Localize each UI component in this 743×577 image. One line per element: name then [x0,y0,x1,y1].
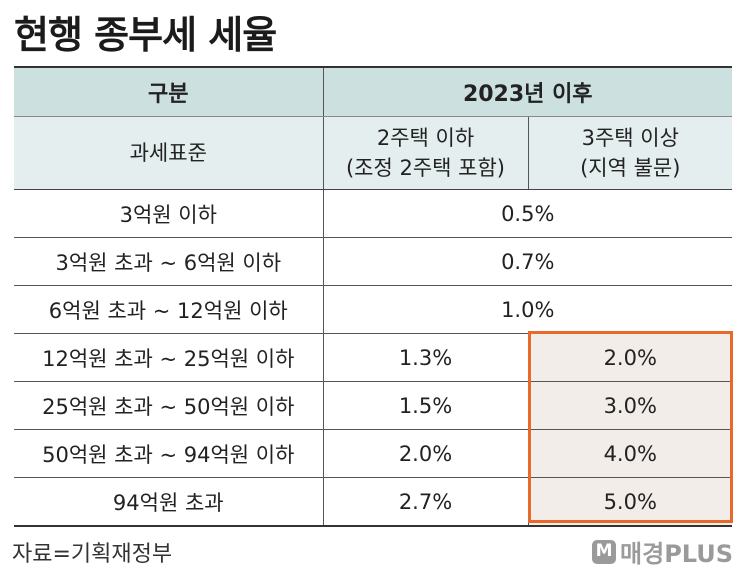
logo-text: 매경PLUS [620,540,733,568]
table-header-row: 구분 2023년 이후 [14,66,732,117]
table-row: 94억원 초과 2.7% 5.0% [14,477,732,527]
subheader-three-plus: 3주택 이상 (지역 불문) [528,116,732,190]
source-note: 자료=기획재정부 [12,542,173,567]
bracket-cell: 94억원 초과 [14,477,324,527]
subheader-two-or-less: 2주택 이하 (조정 2주택 포함) [323,116,529,190]
rate-three-plus-cell: 2.0% [528,333,732,382]
table-row: 50억원 초과 ~ 94억원 이하 2.0% 4.0% [14,429,732,478]
table-row: 12억원 초과 ~ 25억원 이하 1.3% 2.0% [14,333,732,382]
subheader-three-plus-line1: 3주택 이상 [581,126,679,150]
rate-cell: 0.5% [323,189,732,238]
subheader-three-plus-line2: (지역 불문) [580,156,681,180]
bracket-cell: 3억원 초과 ~ 6억원 이하 [14,237,324,286]
rate-two-or-less-cell: 1.3% [323,333,529,382]
table-row: 3억원 초과 ~ 6억원 이하 0.7% [14,237,732,286]
bracket-cell: 25억원 초과 ~ 50억원 이하 [14,381,324,430]
rate-two-or-less-cell: 2.7% [323,477,529,527]
rate-cell: 0.7% [323,237,732,286]
page-title: 현행 종부세 세율 [14,13,277,57]
bracket-cell: 6억원 초과 ~ 12억원 이하 [14,285,324,334]
bracket-cell: 50억원 초과 ~ 94억원 이하 [14,429,324,478]
rate-two-or-less-cell: 2.0% [323,429,529,478]
header-period: 2023년 이후 [323,66,732,117]
subheader-category: 과세표준 [14,116,324,190]
rate-three-plus-cell: 4.0% [528,429,732,478]
rate-cell: 1.0% [323,285,732,334]
tax-rate-table: 구분 2023년 이후 과세표준 2주택 이하 (조정 2주택 포함) 3주택 … [14,66,732,527]
logo-mark-icon [592,539,617,564]
subheader-two-or-less-line1: 2주택 이하 [376,126,475,150]
table-row: 3억원 이하 0.5% [14,189,732,238]
rate-three-plus-cell: 5.0% [528,477,732,527]
header-category: 구분 [14,66,324,117]
subheader-two-or-less-line2: (조정 2주택 포함) [345,156,506,180]
publisher-logo: 매경PLUS [592,534,733,569]
rate-three-plus-cell: 3.0% [528,381,732,430]
bracket-cell: 12억원 초과 ~ 25억원 이하 [14,333,324,382]
table-subheader-row: 과세표준 2주택 이하 (조정 2주택 포함) 3주택 이상 (지역 불문) [14,116,732,190]
rate-two-or-less-cell: 1.5% [323,381,529,430]
bracket-cell: 3억원 이하 [14,189,324,238]
table-row: 25억원 초과 ~ 50억원 이하 1.5% 3.0% [14,381,732,430]
table-row: 6억원 초과 ~ 12억원 이하 1.0% [14,285,732,334]
